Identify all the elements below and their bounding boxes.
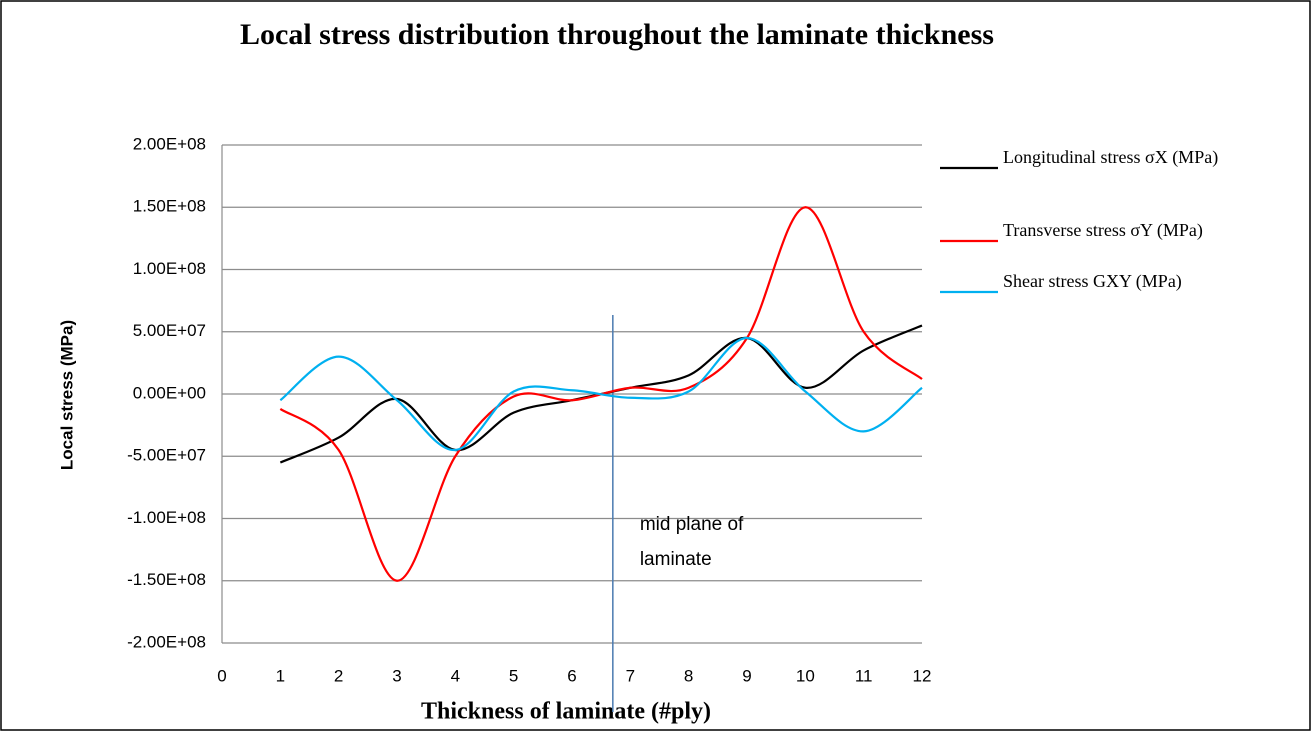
x-tick-label: 0 — [217, 666, 226, 685]
y-tick-label: 5.00E+07 — [133, 321, 206, 340]
x-tick-label: 9 — [742, 666, 751, 685]
series-line — [279, 336, 923, 452]
y-tick-label: -1.50E+08 — [127, 570, 206, 589]
y-tick-label: -2.00E+08 — [127, 632, 206, 651]
legend-label: Longitudinal stress σX (MPa) — [1003, 147, 1219, 167]
y-tick-label: 1.00E+08 — [133, 259, 206, 278]
y-tick-label: -5.00E+07 — [127, 446, 206, 465]
x-axis-title: Thickness of laminate (#ply) — [421, 699, 711, 725]
x-tick-label: 7 — [626, 666, 635, 685]
y-tick-label: 2.00E+08 — [133, 134, 206, 153]
y-tick-label: 0.00E+00 — [133, 383, 206, 402]
series-line — [279, 206, 923, 582]
x-tick-label: 12 — [913, 666, 932, 685]
legend-label: Shear stress GXY (MPa) — [1003, 271, 1182, 291]
annotation: mid plane of — [640, 514, 744, 535]
y-tick-label: -1.00E+08 — [127, 508, 206, 527]
chart-title: Local stress distribution throughout the… — [240, 18, 994, 51]
x-tick-label: 11 — [855, 666, 873, 685]
y-tick-label: 1.50E+08 — [133, 197, 206, 216]
x-tick-label: 1 — [276, 666, 285, 685]
annotation: laminate — [640, 549, 712, 570]
y-axis-title: Local stress (MPa) — [57, 320, 76, 470]
x-tick-label: 5 — [509, 666, 518, 685]
x-tick-label: 8 — [684, 666, 693, 685]
x-tick-label: 10 — [796, 666, 815, 685]
legend-label: Transverse stress σY (MPa) — [1003, 220, 1203, 240]
x-tick-label: 2 — [334, 666, 343, 685]
x-tick-label: 6 — [567, 666, 576, 685]
x-tick-label: 4 — [451, 666, 460, 685]
x-tick-label: 3 — [392, 666, 401, 685]
